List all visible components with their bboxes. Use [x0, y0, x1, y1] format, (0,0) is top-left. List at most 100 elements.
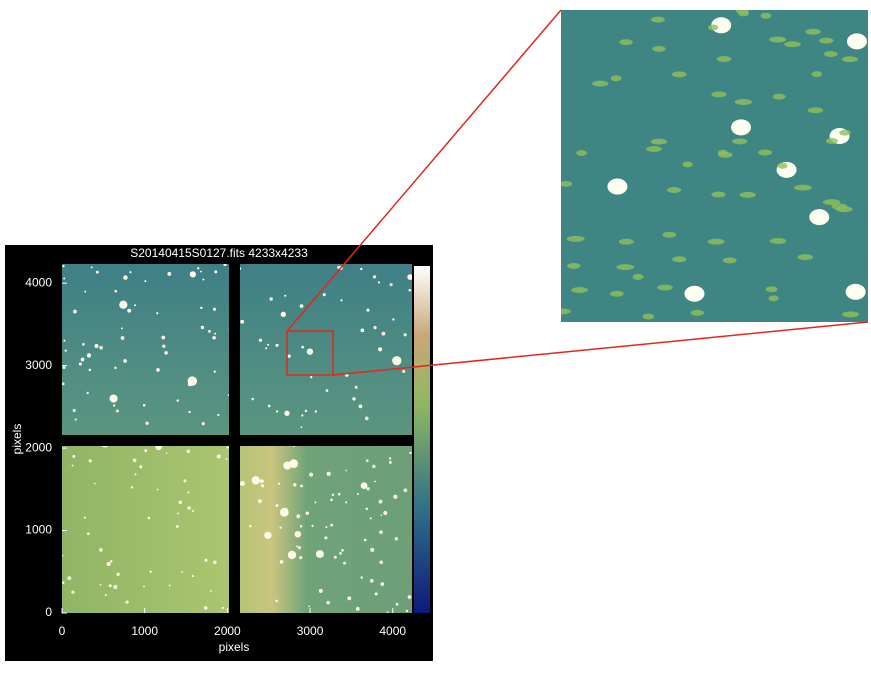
- star: [285, 508, 288, 511]
- star: [338, 493, 341, 496]
- star: [769, 36, 786, 42]
- star: [360, 576, 362, 578]
- star: [105, 594, 107, 596]
- star: [555, 308, 571, 314]
- star: [123, 359, 127, 363]
- star: [192, 510, 194, 512]
- star: [370, 517, 372, 519]
- star: [189, 377, 191, 379]
- star: [157, 489, 159, 491]
- star: [67, 576, 71, 580]
- star: [71, 591, 74, 594]
- star: [395, 537, 398, 540]
- star: [797, 254, 813, 260]
- star: [116, 573, 119, 576]
- y-tick-label: 4000: [25, 275, 52, 289]
- star: [711, 91, 726, 97]
- star: [823, 199, 840, 205]
- star: [367, 487, 370, 490]
- star: [326, 601, 330, 605]
- star: [383, 511, 387, 515]
- star: [167, 272, 171, 276]
- star: [325, 526, 327, 528]
- star: [179, 501, 183, 505]
- star: [288, 551, 296, 559]
- star: [393, 495, 397, 499]
- star: [652, 46, 665, 52]
- star: [156, 368, 160, 372]
- star: [784, 41, 801, 47]
- star: [226, 458, 228, 460]
- star: [723, 257, 737, 263]
- star: [846, 284, 866, 300]
- star: [269, 297, 272, 300]
- star: [365, 417, 369, 421]
- star: [327, 472, 331, 476]
- x-tick-label: 1000: [131, 624, 158, 638]
- star: [161, 336, 165, 340]
- star: [301, 426, 303, 428]
- star: [89, 369, 92, 372]
- star: [127, 309, 131, 313]
- star: [672, 256, 686, 262]
- star: [156, 312, 158, 314]
- star: [373, 326, 376, 329]
- star: [300, 525, 302, 527]
- star: [73, 409, 76, 412]
- star: [373, 275, 376, 278]
- star: [201, 326, 204, 329]
- star: [770, 238, 787, 244]
- star: [86, 392, 88, 394]
- star: [73, 310, 77, 314]
- star: [760, 13, 771, 19]
- star: [379, 560, 383, 564]
- star: [259, 339, 262, 342]
- star: [345, 470, 347, 472]
- y-tick-label: 3000: [25, 358, 52, 372]
- star: [65, 350, 67, 352]
- star: [75, 419, 77, 421]
- star: [217, 414, 219, 416]
- star: [87, 353, 91, 357]
- star: [278, 483, 280, 485]
- star: [94, 483, 96, 485]
- star: [308, 605, 310, 607]
- star: [651, 17, 665, 23]
- star: [213, 308, 216, 311]
- star: [805, 29, 821, 35]
- star: [287, 354, 290, 357]
- star: [366, 459, 369, 462]
- star: [375, 592, 378, 595]
- star: [366, 508, 368, 510]
- star: [718, 152, 733, 158]
- star: [72, 455, 75, 458]
- star: [717, 56, 732, 62]
- star: [355, 386, 358, 389]
- star: [240, 481, 245, 486]
- star: [777, 163, 787, 169]
- y-tick-label: 0: [45, 605, 52, 619]
- star: [94, 344, 98, 348]
- star: [81, 358, 85, 362]
- x-axis-label: pixels: [219, 640, 250, 654]
- star: [240, 320, 244, 324]
- star: [261, 484, 264, 487]
- star: [296, 546, 298, 548]
- star: [280, 560, 284, 564]
- star: [366, 309, 369, 312]
- star: [315, 502, 317, 504]
- star: [277, 344, 279, 346]
- star: [576, 150, 587, 156]
- star: [611, 75, 622, 81]
- star: [276, 504, 279, 507]
- star: [360, 268, 362, 270]
- star: [842, 311, 859, 317]
- star: [406, 610, 408, 612]
- star: [305, 410, 307, 412]
- star: [711, 191, 725, 197]
- star: [133, 459, 137, 463]
- star: [114, 290, 117, 293]
- star: [379, 500, 383, 504]
- star: [740, 192, 756, 198]
- star: [146, 422, 149, 425]
